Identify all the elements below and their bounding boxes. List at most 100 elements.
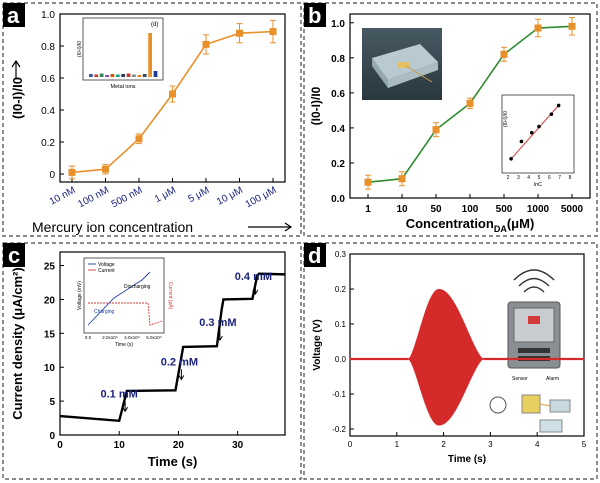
inset-b-xtick: 5 [538, 175, 541, 181]
inset-b-point [549, 112, 554, 116]
y-tick-label-a: 0.4 [41, 106, 55, 117]
inset-b-ylabel: (I0-I)/I0 [503, 111, 509, 127]
x-tick-label-d: 3 [488, 440, 493, 449]
inset-b-point [529, 130, 534, 135]
inset-c-ylabel-right: Current (pA) [167, 282, 173, 310]
inset-a-bar [137, 75, 142, 77]
panel-d: d Sensor Alarm 0 1 2 3 4 5 -0.2 -0.1 0.0 0.1 0.2 0.… [303, 242, 598, 480]
x-tick-label-b: 1 [365, 204, 371, 215]
inset-b-xtick: 6 [548, 175, 551, 181]
x-tick-label-b: 500 [496, 204, 513, 215]
y-tick-label-b: 0.6 [331, 89, 345, 100]
x-tick-label-b: 50 [430, 204, 442, 215]
inset-a-ylabel: (I0-I)/I0 [77, 41, 83, 57]
y-tick-label-d: -0.2 [332, 425, 346, 434]
y-axis-label-c: Current density (μA/cm²) [10, 267, 25, 419]
data-point-b [568, 22, 576, 30]
data-point-b [364, 178, 372, 186]
inset-b-frame [501, 94, 575, 174]
x-tick-label-d: 1 [395, 440, 400, 449]
y-tick-label-c: 5 [49, 397, 55, 408]
panel-a-letter: a [7, 3, 20, 28]
y-tick-label-a: 0.2 [41, 138, 55, 149]
y-tick-label-a: 0 [49, 170, 55, 181]
y-tick-label-d: 0.3 [335, 250, 347, 259]
inset-c-frame [83, 257, 165, 334]
data-point-a [202, 40, 210, 48]
inset-c-discharging: Discharging [124, 284, 151, 290]
inset-b-xtick: 2 [507, 175, 510, 181]
plot-d-frame [349, 253, 585, 437]
data-point-b [432, 126, 440, 134]
y-tick-label-b: 0.0 [331, 194, 345, 205]
inset-c-legend-voltage: Voltage [98, 262, 115, 268]
y-axis-label-a: (I0-I)/I0 [10, 77, 25, 119]
x-tick-label-a: 100 nM [76, 185, 111, 210]
x-axis-label-c: Time (s) [148, 454, 198, 469]
x-tick-label-a: 100 μM [244, 185, 279, 210]
x-axis-arrow-a [248, 222, 293, 232]
data-point-a [102, 165, 109, 173]
panel-c: c 0 10 20 30 0 5 10 15 20 25 0.1 mM 0.2 mM 0.3 mM 0.4… [2, 242, 302, 480]
data-point-a [169, 90, 176, 98]
panel-c-letter-bg [3, 243, 25, 267]
panel-b-letter: b [308, 3, 321, 28]
inset-b-xtick: 3 [517, 175, 520, 181]
data-point-b [534, 24, 542, 32]
sensor-illustration [489, 394, 571, 433]
inset-a-bar [153, 71, 158, 77]
y-tick-label-a: 1.0 [41, 10, 55, 21]
inset-b-xtick: 8 [569, 175, 572, 181]
inset-a-bar [126, 73, 131, 77]
panel-a-letter-bg [3, 3, 25, 27]
annotation-c: 0.2 mM [161, 356, 198, 368]
device-photo [362, 28, 442, 100]
data-point-a [135, 135, 143, 143]
x-tick-label-c: 20 [173, 440, 185, 451]
inset-a-bar [132, 74, 136, 77]
data-point-a [68, 168, 76, 176]
x-tick-label-d: 2 [441, 440, 446, 449]
panel-d-letter: d [308, 243, 321, 268]
y-axis-label-b: (I0-I)/I0 [309, 86, 323, 125]
y-tick-label-b: 0.4 [331, 124, 345, 135]
y-axis-arrow-a [11, 59, 21, 78]
x-tick-label-c: 10 [114, 440, 126, 451]
inset-b-xtick: 4 [527, 175, 530, 181]
data-point-a [269, 28, 277, 36]
inset-b-point [519, 139, 524, 144]
inset-c-xlabel: Time (s) [115, 342, 133, 348]
inset-b-xlabel: lnC [534, 182, 542, 188]
inset-d-alarm-label: Alarm [546, 376, 559, 382]
y-axis-label-d: Voltage (V) [312, 319, 323, 370]
data-point-a [236, 29, 243, 37]
x-tick-label-d: 5 [582, 440, 587, 449]
x-tick-label-a: 10 nM [48, 185, 78, 208]
x-tick-label-d: 4 [535, 440, 540, 449]
y-tick-label-c: 0 [49, 431, 55, 442]
y-tick-label-b: 1.0 [331, 19, 345, 30]
x-tick-label-a: 1 μM [153, 185, 178, 205]
y-tick-label-c: 25 [44, 262, 56, 273]
inset-c-xtick: 6.0x10⁴ [146, 335, 162, 340]
inset-d-sensor-label: Sensor [512, 376, 528, 382]
inset-c-xtick: 0.0 [85, 335, 92, 340]
x-tick-label-a: 10 μM [215, 185, 245, 208]
inset-c-charging: Charging [94, 309, 115, 315]
x-tick-label-b: 100 [462, 204, 479, 215]
inset-c-legend-current: Current [98, 268, 115, 274]
annotation-c: 0.1 mM [100, 388, 137, 400]
y-tick-label-d: 0.0 [335, 355, 347, 364]
current-trace-c [59, 272, 286, 423]
panel-b-border [303, 2, 598, 237]
x-axis-label-d: Time (s) [448, 454, 486, 465]
y-tick-label-b: 0.2 [331, 159, 345, 170]
x-tick-label-d: 0 [348, 440, 353, 449]
inset-a-xlabel: Metal ions [110, 84, 135, 90]
panel-c-border [2, 242, 302, 480]
inset-c-ylabel-left: Voltage (mV) [77, 281, 83, 310]
inset-a-bar [105, 75, 109, 77]
x-tick-label-a: 5 μM [186, 185, 211, 205]
panel-b: b 0.0 0.2 0.4 0.6 0.8 1.0 1 10 50 100 500 1000 5000 (… [303, 2, 598, 237]
x-tick-label-b: 1000 [527, 204, 550, 215]
